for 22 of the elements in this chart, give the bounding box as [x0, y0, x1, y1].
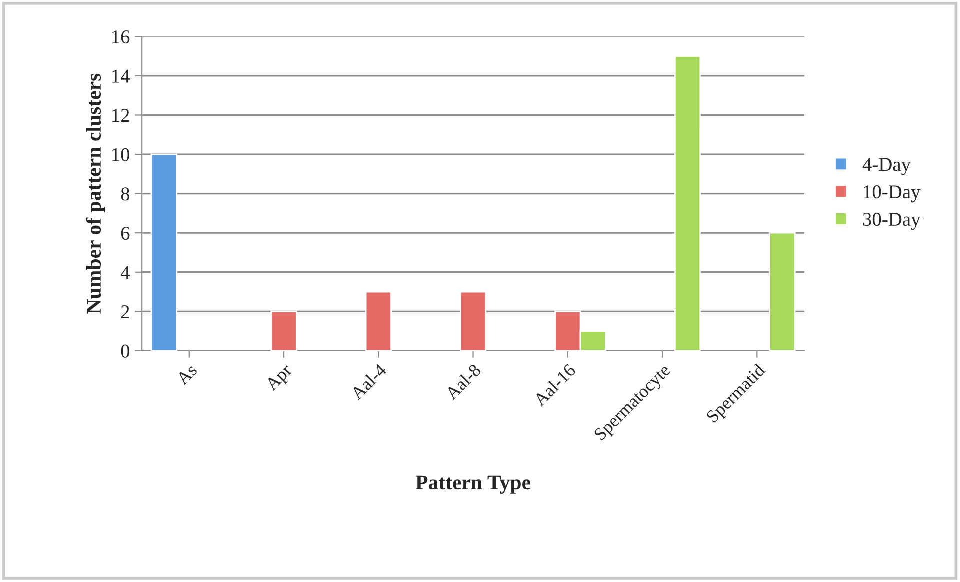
bar	[150, 154, 178, 351]
legend-label: 4-Day	[862, 158, 911, 176]
y-tick-label: 2	[121, 306, 130, 318]
legend-label: 10-Day	[864, 186, 921, 203]
legend-label: 30-Day	[863, 212, 921, 230]
bar	[270, 310, 298, 351]
y-tick-label: 16	[112, 30, 130, 44]
x-tick-label: Apr	[264, 363, 296, 394]
y-tick-label: 14	[112, 70, 130, 83]
y-tick-label: 6	[121, 226, 130, 240]
bar	[365, 291, 392, 351]
bar	[674, 56, 702, 351]
y-tick-label: 8	[121, 188, 130, 201]
x-tick-label: As	[176, 364, 198, 386]
y-tick-label: 4	[120, 266, 130, 280]
bar	[769, 232, 796, 351]
y-tick-label: 0	[121, 344, 130, 358]
y-tick-label: 12	[112, 109, 130, 122]
x-axis-title: Pattern Type	[416, 476, 531, 494]
y-tick-label: 10	[112, 148, 130, 162]
bar	[460, 291, 487, 351]
y-axis-title: Number of pattern clusters	[86, 74, 106, 314]
